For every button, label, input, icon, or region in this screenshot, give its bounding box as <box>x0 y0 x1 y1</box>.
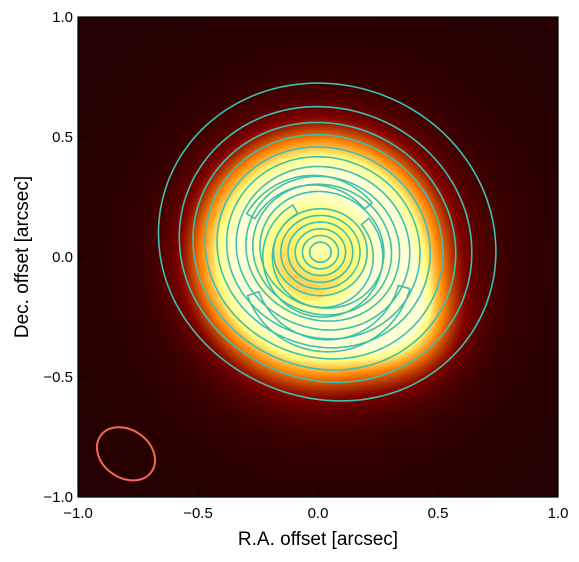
arc-contour-2 <box>245 174 373 220</box>
inner-contour-3 <box>287 221 354 284</box>
inner-contour-0 <box>308 241 333 263</box>
outer-contour-3 <box>235 165 411 331</box>
inner-contour-1 <box>301 234 340 270</box>
outer-contour-1 <box>252 183 393 316</box>
outer-contour-4 <box>225 155 421 340</box>
y-tick-label-1: −0.5 <box>43 369 73 386</box>
outer-contour-7 <box>192 121 457 371</box>
beam-ellipse <box>95 426 157 482</box>
outer-contour-2 <box>245 175 401 322</box>
outer-contour-8 <box>178 105 473 384</box>
y-tick-label-0: −1.0 <box>43 489 73 506</box>
y-tick-label-4: 1.0 <box>52 9 73 26</box>
x-tick-label-0: −1.0 <box>63 505 93 522</box>
arc-contour-1 <box>246 284 411 353</box>
axis-ticks <box>77 16 559 498</box>
contour-group <box>157 82 497 402</box>
outer-contour-6 <box>204 133 444 360</box>
x-axis-label: R.A. offset [arcsec] <box>238 529 398 550</box>
x-tick-label-4: 1.0 <box>548 505 569 522</box>
y-tick-label-3: 0.5 <box>52 129 73 146</box>
outer-contour-0 <box>259 190 385 309</box>
x-tick-label-2: 0.0 <box>308 505 329 522</box>
inner-contour-2 <box>294 228 347 277</box>
outer-contour-9 <box>157 82 497 402</box>
y-tick-label-2: 0.0 <box>52 249 73 266</box>
x-tick-label-1: −0.5 <box>183 505 213 522</box>
inner-contour-4 <box>279 214 361 290</box>
x-tick-label-3: 0.5 <box>428 505 449 522</box>
y-axis-label: Dec. offset [arcsec] <box>12 176 33 338</box>
arc-contour-0 <box>262 204 384 318</box>
emission-image <box>78 17 558 497</box>
inner-contour-5 <box>272 207 369 297</box>
